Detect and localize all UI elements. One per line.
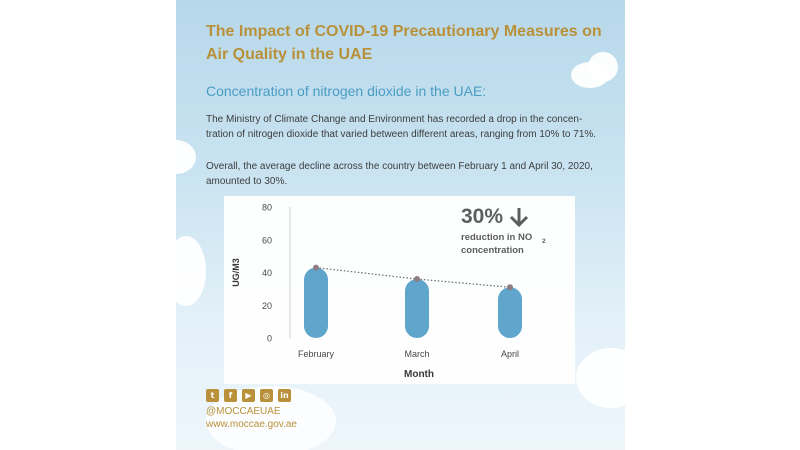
website-link[interactable]: www.moccae.gov.ae [206, 419, 297, 430]
twitter-icon[interactable]: t [206, 389, 219, 402]
callout-line-2: concentration [461, 245, 524, 256]
youtube-icon[interactable]: ▶ [242, 389, 255, 402]
trend-marker [414, 276, 420, 283]
y-tick-label: 60 [262, 235, 272, 245]
page-title: The Impact of COVID-19 Precautionary Mea… [206, 20, 606, 66]
paragraph-drop: The Ministry of Climate Change and Envir… [206, 114, 597, 140]
cloud-decoration [176, 140, 196, 174]
title-line-2: Air Quality in the UAE [206, 46, 373, 63]
cloud-decoration [176, 236, 206, 306]
bar-april [498, 287, 522, 338]
y-tick-label: 40 [262, 268, 272, 278]
trend-marker [313, 264, 319, 271]
y-tick-label: 80 [262, 203, 272, 213]
linkedin-icon[interactable]: in [278, 389, 291, 402]
title-line-1: The Impact of COVID-19 Precautionary Mea… [206, 23, 602, 40]
x-axis-title: Month [404, 369, 434, 380]
callout-subscript: 2 [542, 238, 546, 245]
no2-bar-chart: 0 20 40 60 80 UG/M3 February March April Month 30%… [231, 203, 546, 381]
infographic-panel: The Impact of COVID-19 Precautionary Mea… [176, 0, 625, 450]
bar-february [304, 267, 328, 338]
arrow-down-icon-head [509, 215, 529, 228]
social-handle[interactable]: @MOCCAEUAE [206, 406, 281, 417]
x-tick-label: March [404, 349, 429, 359]
y-tick-label: 20 [262, 301, 272, 311]
paragraph-average: Overall, the average decline across the … [206, 161, 593, 187]
chart-card: 0 20 40 60 80 UG/M3 February March April Month 30%… [224, 196, 575, 384]
instagram-icon[interactable]: ◎ [260, 389, 273, 402]
x-tick-label: April [501, 349, 519, 359]
callout-line-1: reduction in NO [461, 232, 532, 243]
bar-march [405, 279, 429, 338]
trend-marker [507, 284, 513, 291]
x-tick-label: February [298, 349, 335, 359]
section-subtitle: Concentration of nitrogen dioxide in the… [206, 83, 487, 99]
facebook-icon[interactable]: f [224, 389, 237, 402]
y-axis-title: UG/M3 [231, 258, 241, 287]
cloud-decoration [576, 348, 625, 408]
cloud-decoration [588, 52, 618, 82]
y-tick-label: 0 [267, 334, 272, 344]
callout-value: 30% [461, 205, 503, 228]
